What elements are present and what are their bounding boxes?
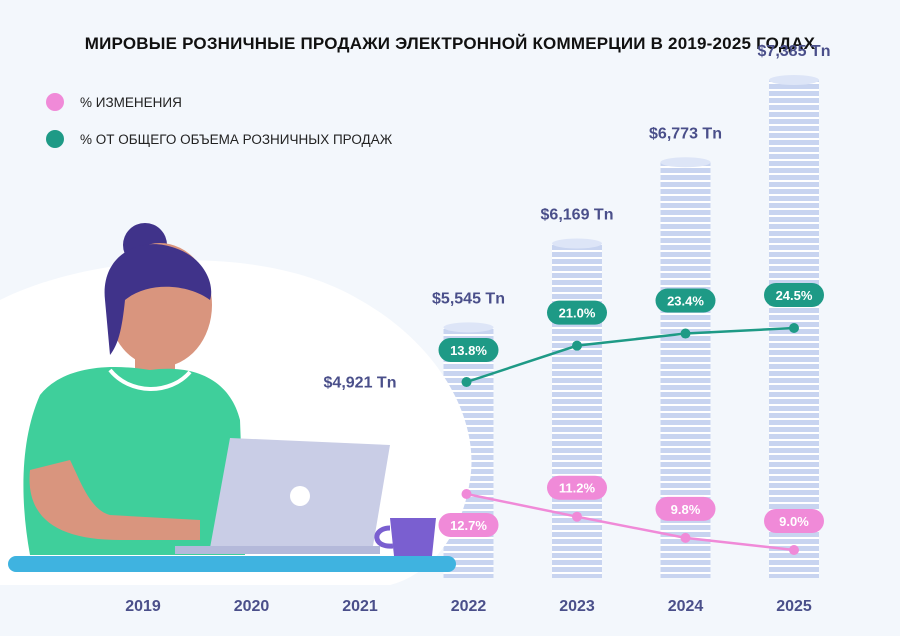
share-series-label-bg xyxy=(764,283,824,307)
share-series-data-label: 21.0% xyxy=(559,306,596,321)
change-series-point xyxy=(572,511,582,522)
change-series-point xyxy=(680,532,691,543)
legend-label-share: % ОТ ОБЩЕГО ОБЪЕМА РОЗНИЧНЫХ ПРОДАЖ xyxy=(80,132,393,147)
sales-value-label: $7,385 Tn xyxy=(758,43,831,60)
change-series-point xyxy=(789,545,799,555)
sales-value-label: $6,169 Tn xyxy=(541,206,614,223)
x-tick-label: 2019 xyxy=(125,598,161,615)
x-tick-label: 2021 xyxy=(342,598,378,615)
share-series-data-label: 23.4% xyxy=(667,294,704,309)
change-series-point xyxy=(461,489,472,499)
share-series-line xyxy=(466,326,795,384)
legend-swatch-pink xyxy=(46,93,64,111)
coin-stack-top xyxy=(769,75,819,85)
share-series-point xyxy=(680,328,691,339)
share-series-data-label: 13.8% xyxy=(450,343,487,358)
change-series-data-label: 12.7% xyxy=(450,518,487,533)
change-series-line xyxy=(466,492,795,552)
chart-title: МИРОВЫЕ РОЗНИЧНЫЕ ПРОДАЖИ ЭЛЕКТРОННОЙ КО… xyxy=(84,34,816,53)
share-series-label-bg xyxy=(438,338,499,362)
coin-stack-top xyxy=(552,238,602,249)
change-series-data-label: 9.8% xyxy=(671,502,701,517)
coin-stack-top xyxy=(660,157,711,168)
share-series-point xyxy=(572,340,582,351)
share-series-label-bg xyxy=(655,288,716,313)
share-series-label-bg xyxy=(547,300,607,325)
sales-value-label: $5,545 Tn xyxy=(432,290,505,307)
change-series-label-bg xyxy=(655,496,716,521)
legend-label-change: % ИЗМЕНЕНИЯ xyxy=(80,95,182,110)
change-series-data-label: 9.0% xyxy=(779,514,809,529)
sales-value-label: $4,921 Tn xyxy=(324,374,397,391)
change-series-label-bg xyxy=(764,509,824,533)
x-tick-label: 2022 xyxy=(451,598,487,615)
coin-stack-bar xyxy=(552,243,602,578)
x-tick-label: 2020 xyxy=(234,598,270,615)
change-series-label-bg xyxy=(547,475,607,500)
x-tick-label: 2023 xyxy=(559,598,595,615)
change-series-label-bg xyxy=(438,513,499,537)
share-series-point xyxy=(789,323,799,333)
coin-stack-top xyxy=(443,322,494,333)
person-illustration xyxy=(0,223,472,585)
share-series-data-label: 24.5% xyxy=(776,288,813,303)
share-series-point xyxy=(461,377,472,387)
x-tick-label: 2025 xyxy=(776,598,812,615)
sales-value-label: $6,773 Tn xyxy=(649,125,722,142)
change-series-data-label: 11.2% xyxy=(559,481,596,496)
legend-swatch-teal xyxy=(46,130,64,148)
x-tick-label: 2024 xyxy=(668,598,704,615)
